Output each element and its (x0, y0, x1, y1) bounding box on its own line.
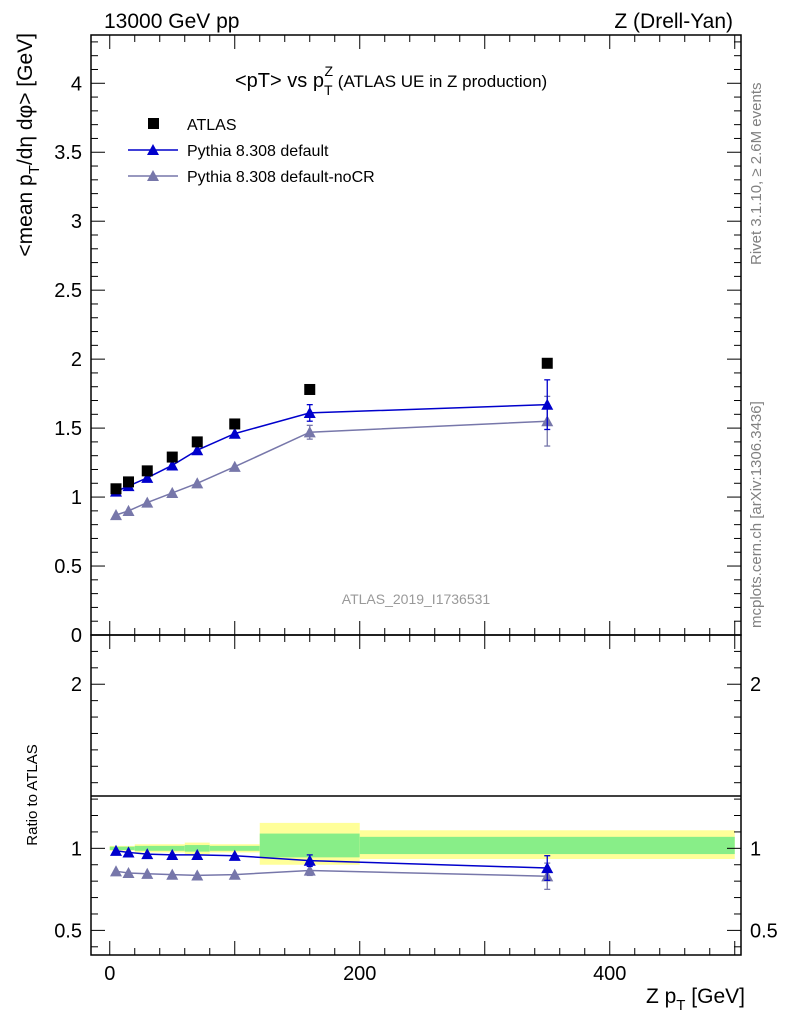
default-point (303, 406, 316, 419)
ratio-nocr-point (141, 867, 154, 879)
ratio-default-point (303, 854, 316, 866)
ratio-band-inner (184, 845, 210, 852)
main-y-tick-label: 2.5 (54, 280, 82, 302)
ratio-y-axis-label: Ratio to ATLAS (24, 744, 41, 845)
legend-nocr-marker (147, 170, 159, 181)
nocr-point (191, 477, 204, 489)
ratio-default-point (541, 862, 554, 874)
x-tick-label: 200 (343, 963, 376, 985)
x-axis-label-a: Z p (646, 985, 676, 1008)
nocr-point (166, 486, 179, 499)
mcplots-source-label: mcplots.cern.ch [arXiv:1306.3436] (748, 401, 765, 628)
plot-title-main: <pT> vs p (235, 70, 324, 92)
atlas-point (141, 465, 153, 477)
ratio-y-tick-label: 2 (71, 674, 82, 696)
ratio-nocr-point (110, 865, 122, 877)
main-y-tick-label: 1 (71, 487, 82, 509)
atlas-point (304, 383, 316, 395)
ratio-default-point (141, 848, 154, 860)
ratio-panel-frame (90, 634, 742, 956)
nocr-point (228, 460, 241, 472)
ratio-band-inner (109, 846, 135, 850)
atlas-point (191, 436, 203, 448)
axis-ticks (91, 35, 741, 955)
main-y-tick-label: 3.5 (54, 142, 82, 164)
main-y-axis-label: <mean pT/dη dφ> [GeV] (14, 33, 43, 257)
legend-atlas-marker (148, 118, 159, 129)
x-tick-label: 400 (593, 963, 626, 985)
ratio-band-inner (359, 836, 735, 855)
x-tick-label: 0 (104, 963, 115, 985)
main-y-axis-label-b: /dη dφ> [GeV] (14, 33, 37, 165)
rivet-version-label: Rivet 3.1.10, ≥ 2.6M events (748, 83, 765, 266)
default-point (228, 427, 241, 439)
default-point (166, 459, 179, 471)
legend-default-label: Pythia 8.308 default (187, 143, 329, 160)
legend-atlas-label: ATLAS (187, 117, 237, 134)
main-y-axis-label-sub: T (26, 165, 43, 174)
ratio-nocr-point (191, 869, 204, 881)
x-axis-label-b: [GeV] (685, 985, 745, 1008)
ratio-nocr-point (228, 868, 241, 880)
default-point (141, 471, 154, 483)
ratio-y-tick-label: 1 (71, 838, 82, 860)
x-axis-label: Z pT [GeV] (646, 985, 745, 1014)
ratio-y-tick-label-right: 2 (750, 674, 761, 696)
legend-nocr-label: Pythia 8.308 default-noCR (187, 169, 375, 186)
plot-title: <pT> vs pTZ (ATLAS UE in Z production) (235, 63, 547, 98)
plot-title-rest: (ATLAS UE in Z production) (333, 72, 547, 91)
plot-title-superscript: Z (325, 63, 334, 79)
ratio-band-inner (259, 833, 360, 858)
ratio-band-inner (209, 845, 260, 851)
main-y-tick-label: 4 (71, 73, 82, 95)
x-axis-label-sub: T (676, 997, 685, 1014)
main-y-tick-label: 1.5 (54, 418, 82, 440)
ratio-series-layer (110, 844, 554, 891)
default-line (115, 403, 548, 493)
main-y-tick-label: 0 (71, 625, 82, 647)
ratio-default-point (122, 846, 135, 858)
ratio-nocr-point (303, 864, 316, 876)
ratio-nocr-point (166, 868, 179, 880)
legend-default-marker (147, 144, 159, 155)
header-energy-label: 13000 GeV pp (104, 10, 239, 33)
ratio-default-point (166, 848, 179, 860)
ratio-default-point (191, 848, 204, 860)
default-point (191, 444, 204, 456)
ratio-y-tick-label-right: 1 (750, 838, 761, 860)
main-y-tick-label: 2 (71, 349, 82, 371)
ratio-band-inner (134, 845, 185, 851)
legend: ATLAS Pythia 8.308 default Pythia 8.308 … (128, 117, 375, 186)
main-y-tick-label: 3 (71, 211, 82, 233)
ratio-default-point (110, 844, 122, 856)
ratio-nocr-line (115, 869, 548, 877)
atlas-point (110, 483, 122, 495)
plot-title-subscript: T (324, 82, 333, 98)
main-y-tick-label: 0.5 (54, 556, 82, 578)
main-y-axis-label-a: <mean p (14, 174, 37, 256)
ratio-y-tick-label: 0.5 (54, 920, 82, 942)
atlas-point (123, 476, 134, 488)
nocr-point (110, 509, 122, 521)
ratio-nocr-point (122, 866, 135, 879)
analysis-watermark: ATLAS_2019_I1736531 (342, 591, 491, 607)
axis-tick-labels: 0 0.5 1 1.5 2 2.5 3 3.5 4 0 200 400 0.5 0.5 1 1 2 2 (54, 73, 778, 985)
atlas-point (229, 418, 241, 430)
atlas-point (541, 357, 553, 369)
default-point (541, 398, 554, 410)
header-process-label: Z (Drell-Yan) (614, 10, 733, 33)
nocr-point (303, 426, 316, 438)
main-series-layer (110, 357, 554, 521)
ratio-y-tick-label-right: 0.5 (750, 920, 778, 942)
nocr-line (115, 420, 548, 516)
ratio-default-point (228, 849, 241, 861)
ratio-uncertainty-bands (109, 822, 735, 865)
nocr-point (141, 496, 154, 508)
atlas-point (166, 451, 178, 463)
nocr-point (122, 504, 135, 516)
